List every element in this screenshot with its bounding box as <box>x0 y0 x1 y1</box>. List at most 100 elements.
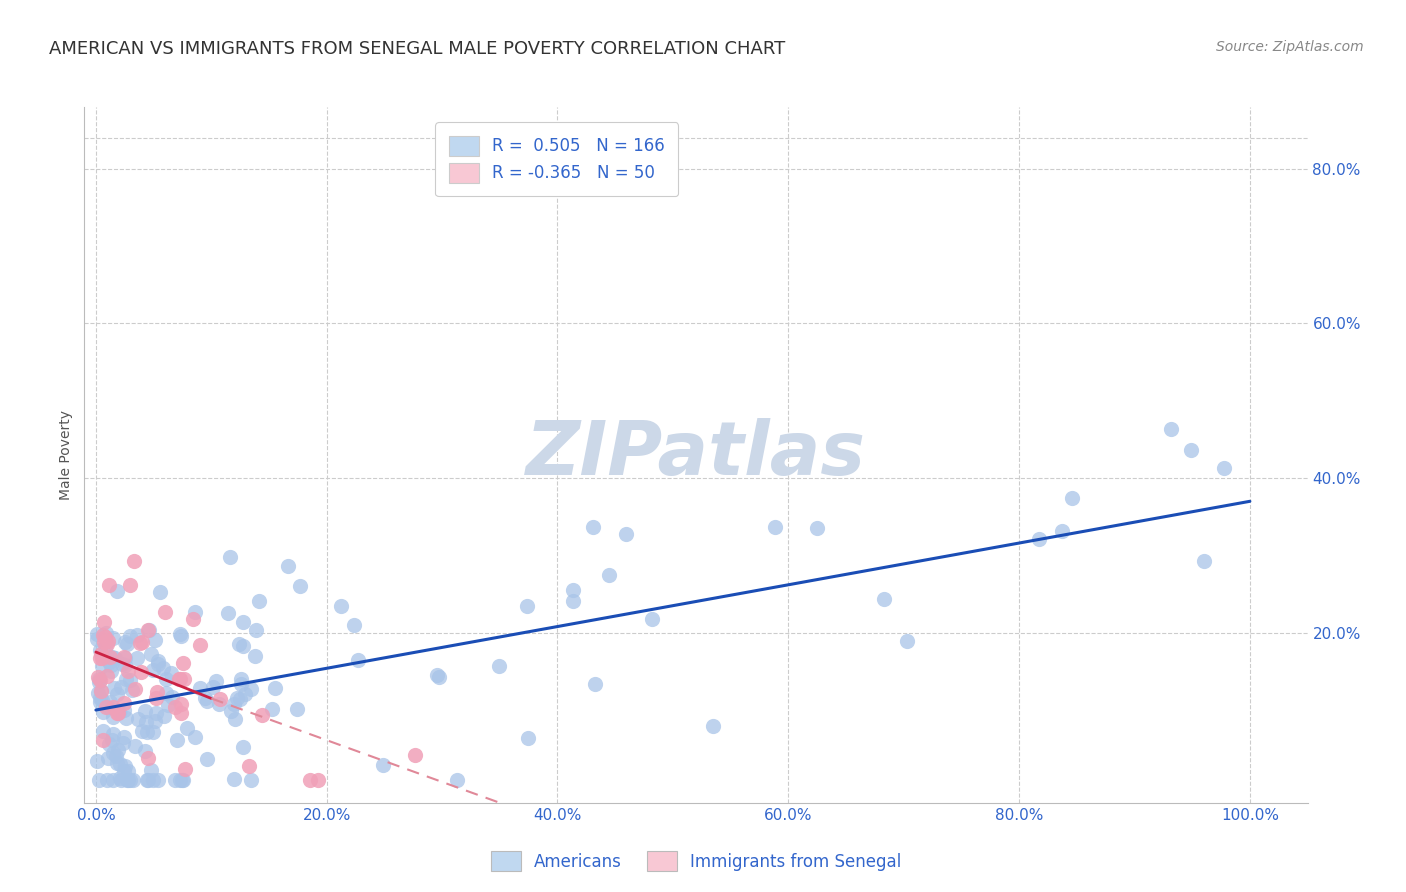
Point <box>224 772 246 786</box>
Point <box>107 706 129 720</box>
Point <box>233 687 256 701</box>
Point <box>104 650 127 665</box>
Point <box>89 772 111 787</box>
Point <box>136 751 159 765</box>
Point <box>105 584 128 599</box>
Point <box>114 635 136 649</box>
Point <box>218 550 240 565</box>
Point <box>120 673 142 687</box>
Point <box>183 612 205 626</box>
Point <box>101 649 124 664</box>
Point <box>91 658 114 673</box>
Point <box>86 632 108 646</box>
Point <box>108 771 131 785</box>
Point <box>86 754 108 768</box>
Point <box>156 698 179 712</box>
Point <box>142 772 165 787</box>
Point <box>873 591 896 606</box>
Point <box>217 606 239 620</box>
Point <box>93 615 115 629</box>
Point <box>404 748 426 763</box>
Point <box>115 772 138 787</box>
Text: Source: ZipAtlas.com: Source: ZipAtlas.com <box>1216 40 1364 54</box>
Y-axis label: Male Poverty: Male Poverty <box>59 410 73 500</box>
Point <box>146 684 169 698</box>
Point <box>581 519 603 533</box>
Point <box>170 629 193 643</box>
Point <box>112 649 135 664</box>
Point <box>299 772 322 787</box>
Point <box>120 772 142 787</box>
Point <box>138 623 160 637</box>
Point <box>201 680 224 694</box>
Point <box>114 658 136 673</box>
Point <box>114 711 136 725</box>
Point <box>101 710 124 724</box>
Point <box>91 692 114 706</box>
Point <box>118 578 141 592</box>
Point <box>143 714 166 729</box>
Point <box>89 642 111 657</box>
Point <box>139 763 162 777</box>
Point <box>232 739 254 754</box>
Point <box>100 650 122 665</box>
Point <box>101 746 124 760</box>
Point <box>129 665 152 679</box>
Point <box>247 593 270 607</box>
Point <box>124 681 146 696</box>
Point <box>136 624 159 638</box>
Point <box>121 772 143 787</box>
Point <box>96 668 118 682</box>
Point <box>232 615 254 629</box>
Point <box>93 628 115 642</box>
Point <box>94 699 117 714</box>
Point <box>228 692 250 706</box>
Point <box>264 681 287 695</box>
Point <box>148 772 170 787</box>
Point <box>114 759 136 773</box>
Point <box>94 630 117 644</box>
Point <box>127 713 149 727</box>
Point <box>170 697 193 711</box>
Point <box>225 690 247 705</box>
Point <box>614 526 637 541</box>
Point <box>153 605 176 619</box>
Point <box>583 677 606 691</box>
Legend: Americans, Immigrants from Senegal: Americans, Immigrants from Senegal <box>484 845 908 878</box>
Point <box>105 749 128 764</box>
Point <box>134 705 156 719</box>
Point <box>96 637 118 651</box>
Point <box>117 764 139 778</box>
Point <box>112 730 135 744</box>
Point <box>1213 461 1236 475</box>
Point <box>110 680 132 694</box>
Point <box>232 639 254 653</box>
Point <box>446 772 468 787</box>
Point <box>371 758 394 772</box>
Point <box>87 672 110 686</box>
Point <box>90 651 112 665</box>
Point <box>228 637 250 651</box>
Point <box>165 699 187 714</box>
Point <box>188 681 211 695</box>
Point <box>170 706 193 720</box>
Point <box>155 686 177 700</box>
Point <box>96 772 118 787</box>
Point <box>176 721 198 735</box>
Point <box>208 697 231 711</box>
Point <box>194 690 217 705</box>
Point <box>103 631 125 645</box>
Point <box>107 743 129 757</box>
Point <box>172 656 194 670</box>
Point <box>1052 524 1074 538</box>
Point <box>117 664 139 678</box>
Point <box>98 737 121 751</box>
Point <box>90 684 112 698</box>
Point <box>110 756 132 771</box>
Point <box>105 687 128 701</box>
Point <box>160 690 183 704</box>
Point <box>97 750 120 764</box>
Point <box>138 772 160 787</box>
Point <box>488 659 510 673</box>
Point <box>169 627 191 641</box>
